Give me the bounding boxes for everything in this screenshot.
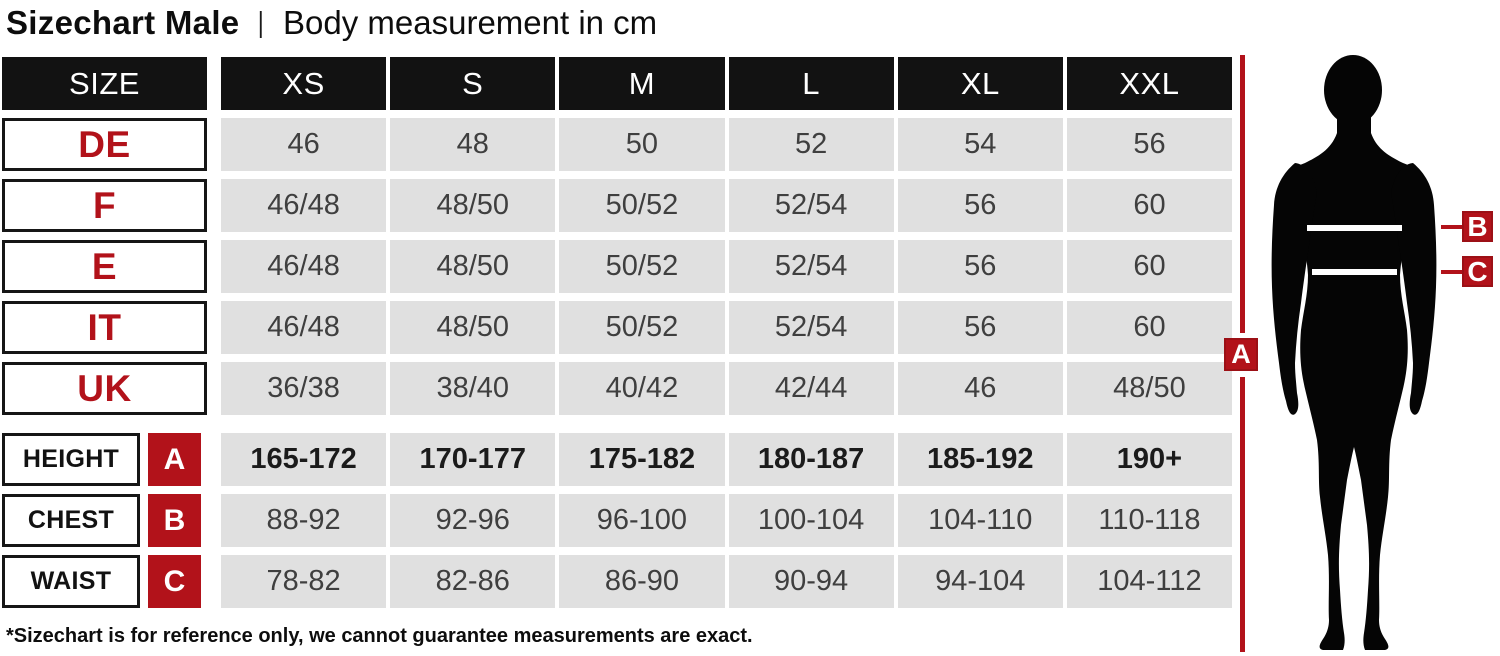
waist-pointer-line [1441,270,1462,274]
cell-f-xl: 56 [897,179,1063,232]
cell-e-xs: 46/48 [221,240,387,293]
cell-de-xxl: 56 [1066,118,1233,171]
cell-height-m: 175-182 [559,433,725,486]
cell-e-xl: 56 [897,240,1063,293]
table-row-height: HEIGHT A 165-172 170-177 175-182 180-187 185-1… [2,433,1233,486]
cell-chest-s: 92-96 [390,494,556,547]
cell-uk-xs: 36/38 [221,362,387,415]
figure-marker-c: C [1462,256,1493,287]
region-label-de: DE [2,118,207,171]
table-row-e: E 46/48 48/50 50/52 52/54 56 60 [2,240,1233,293]
title-main: Sizechart Male [6,4,240,41]
cell-f-xxl: 60 [1066,179,1233,232]
region-label-e: E [2,240,207,293]
cell-f-xs: 46/48 [221,179,387,232]
measurement-label-waist: WAIST [2,555,140,608]
cell-waist-xl: 94-104 [897,555,1063,608]
region-label-f: F [2,179,207,232]
table-header-row: SIZE XS S M L XL XXL [2,57,1233,110]
waist-line [1312,269,1397,275]
region-label-it: IT [2,301,207,354]
table-row-waist: WAIST C 78-82 82-86 86-90 90-94 94-104 104-112 [2,555,1233,608]
table-row-chest: CHEST B 88-92 92-96 96-100 100-104 104-110 110-… [2,494,1233,547]
cell-it-xxl: 60 [1066,301,1233,354]
cell-it-s: 48/50 [390,301,556,354]
cell-height-xs: 165-172 [221,433,387,486]
cell-uk-l: 42/44 [728,362,894,415]
footnote: *Sizechart is for reference only, we can… [6,625,753,647]
column-header-xl: XL [897,57,1063,110]
cell-f-l: 52/54 [728,179,894,232]
cell-height-xxl: 190+ [1066,433,1233,486]
cell-it-m: 50/52 [559,301,725,354]
measurement-label-height: HEIGHT [2,433,140,486]
cell-chest-m: 96-100 [559,494,725,547]
cell-de-m: 50 [559,118,725,171]
figure-marker-a: A [1224,338,1258,371]
measurement-label-group-chest: CHEST B [2,494,207,547]
body-figure: A B C [1220,0,1500,656]
marker-badge-a: A [148,433,201,486]
size-table: SIZE XS S M L XL XXL DE 46 48 50 52 54 56 F 46/48 48/50 5… [2,57,1233,616]
table-section-gap [2,423,1232,425]
cell-e-l: 52/54 [728,240,894,293]
chest-pointer-line [1441,225,1462,229]
cell-waist-s: 82-86 [390,555,556,608]
marker-badge-c: C [148,555,201,608]
column-header-xs: XS [221,57,387,110]
cell-de-xl: 54 [897,118,1063,171]
title-separator: | [258,6,265,39]
marker-badge-b: B [148,494,201,547]
cell-f-m: 50/52 [559,179,725,232]
cell-it-xs: 46/48 [221,301,387,354]
cell-uk-s: 38/40 [390,362,556,415]
size-corner-header: SIZE [2,57,207,110]
region-label-uk: UK [2,362,207,415]
measurement-label-group-waist: WAIST C [2,555,207,608]
height-measure-line-top [1240,55,1245,333]
cell-e-m: 50/52 [559,240,725,293]
cell-waist-l: 90-94 [728,555,894,608]
height-measure-line-bottom [1240,377,1245,652]
table-row-f: F 46/48 48/50 50/52 52/54 56 60 [2,179,1233,232]
cell-chest-xxl: 110-118 [1066,494,1233,547]
column-header-xxl: XXL [1066,57,1233,110]
cell-uk-m: 40/42 [559,362,725,415]
table-row-it: IT 46/48 48/50 50/52 52/54 56 60 [2,301,1233,354]
cell-chest-xs: 88-92 [221,494,387,547]
cell-de-xs: 46 [221,118,387,171]
cell-f-s: 48/50 [390,179,556,232]
male-silhouette-icon [1271,55,1437,650]
cell-waist-xs: 78-82 [221,555,387,608]
cell-e-s: 48/50 [390,240,556,293]
cell-uk-xxl: 48/50 [1066,362,1233,415]
page-title: Sizechart Male | Body measurement in cm [6,0,657,46]
figure-marker-b: B [1462,211,1493,242]
column-header-l: L [728,57,894,110]
table-row-de: DE 46 48 50 52 54 56 [2,118,1233,171]
chest-line [1307,225,1402,231]
cell-it-xl: 56 [897,301,1063,354]
cell-height-s: 170-177 [390,433,556,486]
cell-de-s: 48 [390,118,556,171]
cell-e-xxl: 60 [1066,240,1233,293]
cell-waist-xxl: 104-112 [1066,555,1233,608]
column-header-m: M [559,57,725,110]
cell-height-l: 180-187 [728,433,894,486]
cell-waist-m: 86-90 [559,555,725,608]
cell-uk-xl: 46 [897,362,1063,415]
title-subtitle: Body measurement in cm [283,4,658,41]
cell-it-l: 52/54 [728,301,894,354]
measurement-label-group-height: HEIGHT A [2,433,207,486]
measurement-label-chest: CHEST [2,494,140,547]
cell-chest-l: 100-104 [728,494,894,547]
cell-chest-xl: 104-110 [897,494,1063,547]
table-row-uk: UK 36/38 38/40 40/42 42/44 46 48/50 [2,362,1233,415]
column-header-s: S [390,57,556,110]
cell-height-xl: 185-192 [897,433,1063,486]
cell-de-l: 52 [728,118,894,171]
